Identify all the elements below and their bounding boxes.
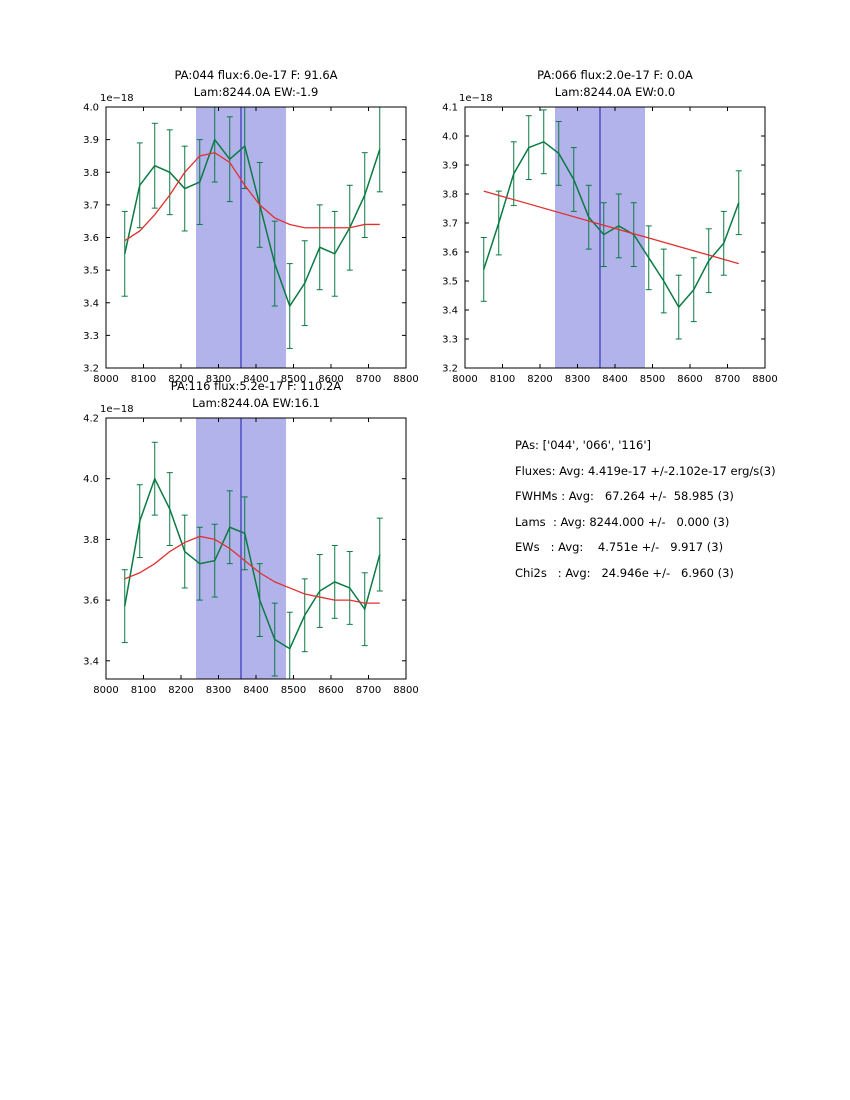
stats-pas: PAs: ['044', '066', '116'] [515,438,652,452]
stats-fwhms: FWHMs : Avg: 67.264 +/- 58.985 (3) [515,489,734,504]
y-tick-label: 3.4 [442,306,458,317]
y-tick-label: 3.5 [442,277,458,288]
plot-title-line2: Lam:8244.0A EW:16.1 [192,396,320,410]
x-tick-label: 8400 [243,374,268,385]
y-tick-label: 4.2 [83,414,99,425]
y-axis-offset-label: 1e−18 [100,93,134,104]
y-tick-label: 3.9 [83,135,99,146]
x-tick-label: 8600 [318,685,343,696]
y-tick-label: 3.7 [83,200,99,211]
y-tick-label: 3.2 [442,364,458,375]
y-axis-offset-label: 1e−18 [100,404,134,415]
x-tick-label: 8100 [131,374,156,385]
x-tick-label: 8500 [640,374,665,385]
x-tick-label: 8400 [243,685,268,696]
plot-title-line2: Lam:8244.0A EW:0.0 [555,85,675,99]
y-tick-label: 3.3 [83,331,99,342]
spectrum-plot-pa066: 8000 8100 8200 8300 8400 8500 8600 8700 8800 3.2 3… [442,68,778,385]
y-tick-label: 3.7 [442,219,458,230]
y-tick-label: 3.6 [442,248,458,259]
x-tick-label: 8600 [318,374,343,385]
x-tick-label: 8400 [602,374,627,385]
x-tick-label: 8200 [168,685,193,696]
stats-ews: EWs : Avg: 4.751e +/- 9.917 (3) [515,540,724,555]
x-tick-label: 8600 [677,374,702,385]
x-tick-label: 8700 [356,685,381,696]
x-tick-label: 8800 [393,685,418,696]
x-tick-label: 8300 [206,374,231,385]
y-tick-label: 3.4 [83,656,99,667]
stats-fluxes: Fluxes: Avg: 4.419e-17 +/-2.102e-17 erg/… [515,463,776,478]
summary-stats: PAs: ['044', '066', '116'] Fluxes: Avg: … [515,433,776,587]
x-tick-label: 8800 [393,374,418,385]
x-tick-label: 8300 [565,374,590,385]
fit-line [124,151,380,242]
y-tick-label: 3.8 [83,535,99,546]
spectrum-plot-pa116: 8000 8100 8200 8300 8400 8500 8600 8700 8800 3.4 3… [83,379,419,696]
x-tick-label: 8800 [752,374,777,385]
x-tick-label: 8000 [452,374,477,385]
stats-lams: Lams : Avg: 8244.000 +/- 0.000 (3) [515,514,730,529]
plot-title-line1: PA:066 flux:2.0e-17 F: 0.0A [537,68,693,82]
x-tick-label: 8100 [490,374,515,385]
spectrum-plot-pa044: 8000 8100 8200 8300 8400 8500 8600 8700 8800 3.2 3… [83,68,419,385]
y-tick-label: 4.0 [83,474,99,485]
plot-data-layer [121,418,383,679]
x-tick-label: 8100 [131,685,156,696]
x-tick-label: 8000 [93,685,118,696]
x-tick-label: 8000 [93,374,118,385]
x-tick-label: 8500 [281,374,306,385]
y-tick-label: 3.8 [442,190,458,201]
fit-line [483,190,739,265]
plot-title-line2: Lam:8244.0A EW:-1.9 [194,85,319,99]
stats-chi2s: Chi2s : Avg: 24.946e +/- 6.960 (3) [515,565,734,580]
y-tick-label: 3.9 [442,161,458,172]
x-tick-label: 8700 [715,374,740,385]
y-tick-label: 4.0 [83,103,99,114]
x-tick-label: 8500 [281,685,306,696]
y-tick-label: 3.2 [83,364,99,375]
y-tick-label: 4.1 [442,103,458,114]
fit-line [124,535,380,604]
plot-data-layer [121,107,383,368]
y-tick-label: 4.0 [442,132,458,143]
y-tick-label: 3.6 [83,596,99,607]
y-tick-label: 3.8 [83,168,99,179]
plot-title-line1: PA:044 flux:6.0e-17 F: 91.6A [174,68,337,82]
y-axis-offset-label: 1e−18 [459,93,493,104]
x-tick-label: 8700 [356,374,381,385]
plot-title-line1: PA:116 flux:5.2e-17 F: 110.2A [171,379,342,393]
x-tick-label: 8200 [527,374,552,385]
x-tick-label: 8300 [206,685,231,696]
x-tick-label: 8200 [168,374,193,385]
y-tick-label: 3.6 [83,233,99,244]
spectrum-line [483,140,740,309]
y-tick-label: 3.3 [442,335,458,346]
spectrum-line [124,138,381,308]
y-tick-label: 3.5 [83,266,99,277]
plot-data-layer [480,107,742,368]
y-tick-label: 3.4 [83,298,99,309]
